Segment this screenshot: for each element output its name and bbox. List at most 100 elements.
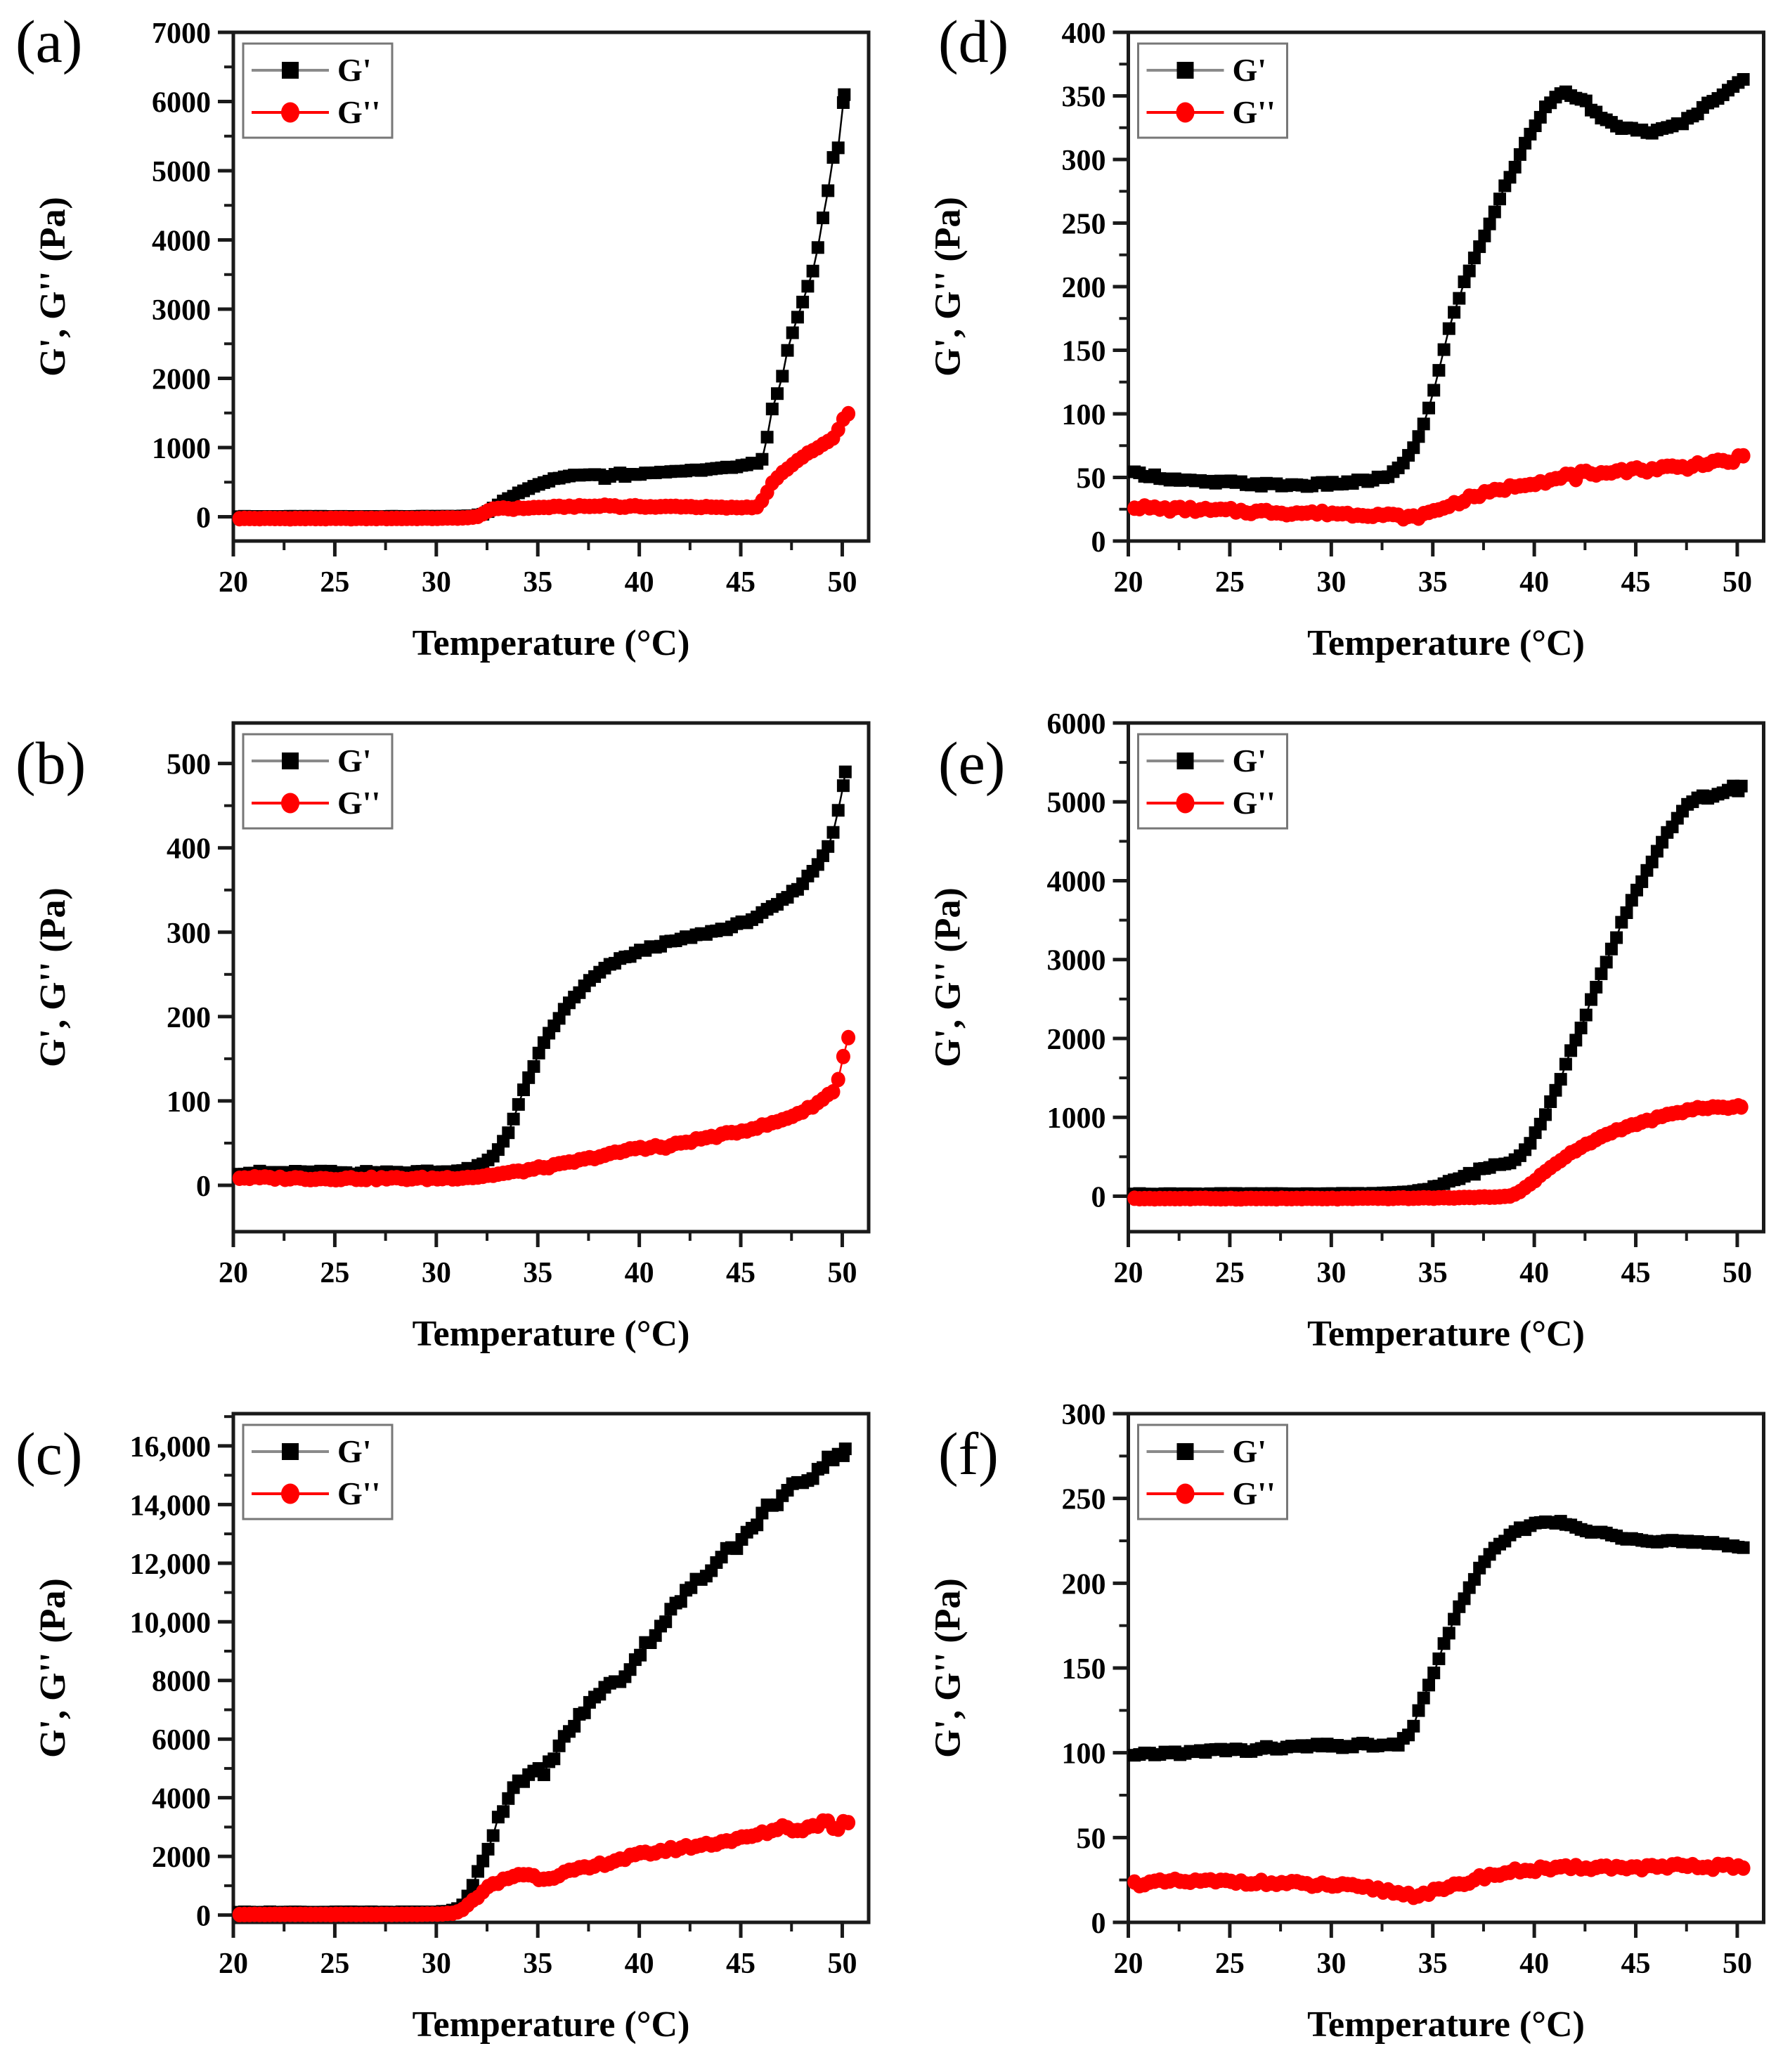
panel-f: (f) 20 25 30 35 40 45 50 0 50 100 150 200 250 300 Temp… (895, 1381, 1790, 2072)
svg-text:G', G'' (Pa): G', G'' (Pa) (33, 887, 73, 1067)
svg-text:3000: 3000 (1047, 945, 1106, 977)
svg-text:4000: 4000 (1047, 866, 1106, 898)
svg-text:20: 20 (219, 1948, 248, 1980)
svg-text:40: 40 (1519, 1257, 1549, 1289)
svg-text:200: 200 (167, 1002, 211, 1034)
panel-e: (e) 20 25 30 35 40 45 50 0 1000 2000 3000 4000 5000 6… (895, 691, 1790, 1381)
svg-text:40: 40 (625, 566, 654, 599)
panel-f-plot: 20 25 30 35 40 45 50 0 50 100 150 200 250 300 Temperat… (928, 1399, 1765, 2045)
svg-text:35: 35 (1418, 1948, 1448, 1980)
svg-text:50: 50 (827, 566, 857, 599)
panel-f-letter: (f) (938, 1420, 999, 1487)
svg-text:50: 50 (827, 1948, 857, 1980)
svg-text:G': G' (1233, 743, 1267, 778)
panel-b-letter: (b) (15, 729, 86, 797)
svg-text:250: 250 (1062, 209, 1106, 241)
svg-text:4000: 4000 (152, 226, 211, 258)
svg-text:300: 300 (1062, 145, 1106, 177)
svg-text:35: 35 (1418, 1257, 1448, 1289)
svg-text:1000: 1000 (152, 433, 211, 465)
svg-text:200: 200 (1062, 272, 1106, 304)
panel-a-plot: 20 25 30 35 40 45 50 0 1000 2000 3000 4000 5000 6000 7… (33, 18, 871, 663)
svg-text:G'': G'' (337, 785, 380, 821)
svg-text:25: 25 (320, 1948, 349, 1980)
svg-text:G': G' (1233, 52, 1267, 88)
panel-d-letter: (d) (938, 8, 1009, 75)
svg-text:Temperature (°C): Temperature (°C) (1307, 1314, 1585, 1354)
svg-text:16,000: 16,000 (130, 1431, 212, 1464)
svg-text:2000: 2000 (1047, 1024, 1106, 1056)
svg-text:14,000: 14,000 (130, 1490, 212, 1522)
svg-text:45: 45 (1621, 566, 1651, 599)
svg-text:100: 100 (1062, 1738, 1106, 1771)
svg-text:40: 40 (625, 1257, 654, 1289)
svg-text:1000: 1000 (1047, 1102, 1106, 1135)
svg-text:25: 25 (320, 566, 349, 599)
svg-text:400: 400 (167, 833, 211, 866)
svg-text:150: 150 (1062, 1653, 1106, 1686)
svg-text:G': G' (337, 743, 372, 778)
svg-text:G': G' (1233, 1433, 1267, 1469)
svg-text:0: 0 (1091, 1181, 1106, 1213)
svg-text:35: 35 (523, 1257, 552, 1289)
svg-text:G'': G'' (1233, 1475, 1276, 1511)
panel-b: (b) 20 25 30 35 40 45 50 0 100 200 300 400 500 Temper… (0, 691, 895, 1381)
svg-text:45: 45 (1621, 1257, 1651, 1289)
svg-text:20: 20 (219, 1257, 248, 1289)
svg-text:20: 20 (219, 566, 248, 599)
svg-text:0: 0 (1091, 526, 1106, 559)
svg-text:35: 35 (523, 1948, 552, 1980)
svg-text:50: 50 (1077, 1823, 1106, 1855)
svg-text:25: 25 (1215, 1948, 1245, 1980)
svg-text:500: 500 (167, 749, 211, 781)
svg-text:35: 35 (1418, 566, 1448, 599)
panel-e-plot: 20 25 30 35 40 45 50 0 1000 2000 3000 4000 5000 6000 T… (928, 708, 1765, 1354)
panel-c-letter: (c) (15, 1420, 83, 1487)
svg-text:5000: 5000 (152, 156, 211, 188)
svg-text:8000: 8000 (152, 1666, 211, 1698)
svg-text:4000: 4000 (152, 1783, 211, 1816)
svg-text:G', G'' (Pa): G', G'' (Pa) (928, 887, 968, 1067)
svg-text:100: 100 (1062, 399, 1106, 431)
svg-text:0: 0 (196, 1901, 211, 1933)
svg-text:25: 25 (320, 1257, 349, 1289)
panel-b-plot: 20 25 30 35 40 45 500100200300400500Temperatur… (33, 721, 871, 1354)
svg-text:45: 45 (1621, 1948, 1651, 1980)
panel-a-letter: (a) (15, 8, 83, 75)
svg-text:150: 150 (1062, 336, 1106, 368)
panel-d: (d) 20 25 30 35 40 45 50 0 50 100 150 200 250 300 350 4… (895, 0, 1790, 691)
svg-text:350: 350 (1062, 82, 1106, 114)
svg-text:3000: 3000 (152, 294, 211, 327)
panel-a: (a) 20 25 30 35 40 45 50 0 1000 2000 3000 4000 5000 6… (0, 0, 895, 691)
svg-text:6000: 6000 (152, 1724, 211, 1757)
svg-text:20: 20 (1114, 1948, 1143, 1980)
svg-text:30: 30 (422, 1948, 451, 1980)
svg-text:Temperature (°C): Temperature (°C) (413, 1314, 690, 1354)
svg-text:30: 30 (422, 566, 451, 599)
svg-text:50: 50 (1723, 566, 1752, 599)
svg-text:G'': G'' (337, 94, 380, 130)
panel-c: (c) 20 25 30 35 40 45 50 0 2000 4000 6000 8000 10,00… (0, 1381, 895, 2072)
svg-text:250: 250 (1062, 1484, 1106, 1516)
svg-text:200: 200 (1062, 1568, 1106, 1601)
svg-text:2000: 2000 (152, 364, 211, 396)
svg-text:Temperature (°C): Temperature (°C) (413, 623, 690, 663)
svg-text:25: 25 (1215, 566, 1245, 599)
svg-text:300: 300 (1062, 1399, 1106, 1431)
svg-text:50: 50 (1723, 1948, 1752, 1980)
svg-text:40: 40 (1519, 1948, 1549, 1980)
svg-text:G': G' (337, 1433, 372, 1469)
svg-text:6000: 6000 (152, 87, 211, 119)
svg-text:G'': G'' (337, 1475, 380, 1511)
svg-text:40: 40 (625, 1948, 654, 1980)
svg-text:6000: 6000 (1047, 708, 1106, 741)
svg-text:300: 300 (167, 918, 211, 950)
svg-text:45: 45 (726, 1948, 755, 1980)
svg-text:50: 50 (827, 1257, 857, 1289)
svg-text:12,000: 12,000 (130, 1549, 212, 1581)
svg-text:30: 30 (1316, 566, 1346, 599)
svg-text:G', G'' (Pa): G', G'' (Pa) (928, 197, 968, 377)
svg-text:50: 50 (1077, 463, 1106, 495)
svg-text:400: 400 (1062, 18, 1106, 50)
